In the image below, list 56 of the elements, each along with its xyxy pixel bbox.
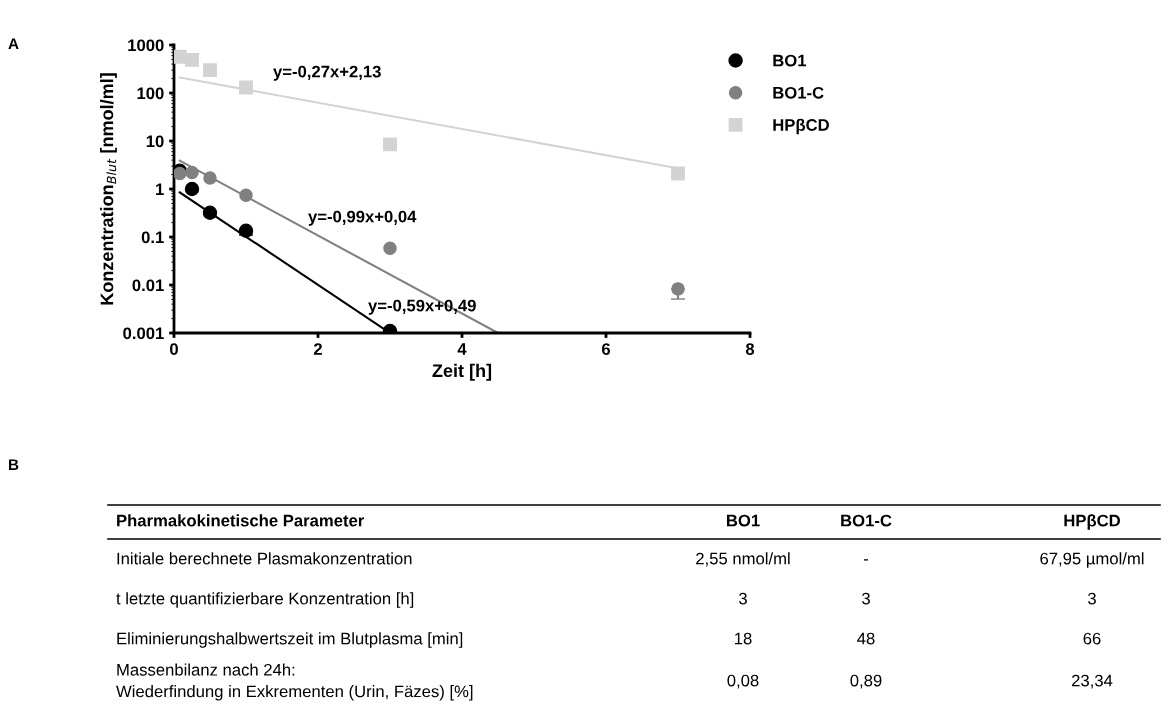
text: Eliminierungshalbwertszeit im Blutplasma [min] [117, 632, 463, 648]
legend-label: HPβCD [773, 118, 829, 135]
point [239, 80, 253, 95]
point [383, 137, 397, 152]
y-tick-label: 0.01 [132, 279, 164, 292]
x-tick-label: 6 [601, 343, 611, 355]
point [203, 171, 217, 185]
annotation: y=-0,27x+2,13 [273, 65, 381, 81]
text: - [863, 559, 869, 561]
point [238, 223, 254, 238]
text: 3 [862, 592, 870, 605]
point [383, 241, 397, 256]
annotation: y=-0,59x+0,49 [368, 299, 476, 315]
text: Massenbilanz nach 24h: Wiederfindung in Exkrementen (Urin, Fäzes) [%] [116, 663, 473, 701]
point [203, 63, 217, 78]
point [202, 205, 218, 220]
text: 67,95 µmol/ml [1040, 552, 1144, 568]
annotation: y=-0,99x+0,04 [308, 210, 417, 226]
y-tick-label: 1 [156, 183, 164, 196]
x-axis-title: Zeit [h] [432, 363, 492, 381]
x-tick-label: 0 [170, 343, 178, 355]
text: 66 [1083, 632, 1101, 645]
text: HPβCD [1064, 514, 1120, 530]
text: BO1 [726, 514, 760, 527]
x-tick-label: 2 [313, 343, 322, 355]
text: B [9, 459, 19, 470]
text: BO1-C [841, 514, 892, 527]
text: t letzte quantifizierbare Konzentration [h] [116, 592, 414, 608]
x-tick-label: 8 [745, 343, 755, 355]
text: Pharmakokinetische Parameter [117, 514, 365, 527]
legend-label: BO1-C [773, 86, 824, 99]
y-tick-label: 1000 [128, 39, 164, 52]
text: Initiale berechnete Plasmakonzentration [117, 552, 412, 565]
point [185, 52, 199, 67]
point [671, 282, 685, 296]
point [671, 166, 685, 181]
text: 0,08 [727, 674, 759, 689]
y-tick-label: 10 [146, 135, 164, 148]
text: 18 [735, 632, 752, 645]
y-axis-title: Konzentration$_{Blut}$ [nmol/ml] [100, 73, 117, 305]
text: 48 [857, 632, 875, 645]
point [239, 188, 253, 203]
point [185, 165, 199, 180]
x-tick-label: 4 [457, 343, 467, 355]
text: 3 [739, 592, 747, 605]
y-tick-label: 0.001 [123, 327, 164, 340]
text: A [8, 38, 19, 49]
text: 2,55 nmol/ml [696, 552, 790, 567]
text: 3 [1088, 592, 1096, 605]
point [174, 49, 187, 64]
text: 0,89 [850, 674, 882, 689]
y-tick-label: 100 [137, 87, 164, 100]
legend-label: BO1 [773, 54, 807, 67]
point [184, 181, 200, 197]
y-tick-label: 0.1 [141, 231, 164, 244]
text: 23,34 [1071, 674, 1113, 689]
